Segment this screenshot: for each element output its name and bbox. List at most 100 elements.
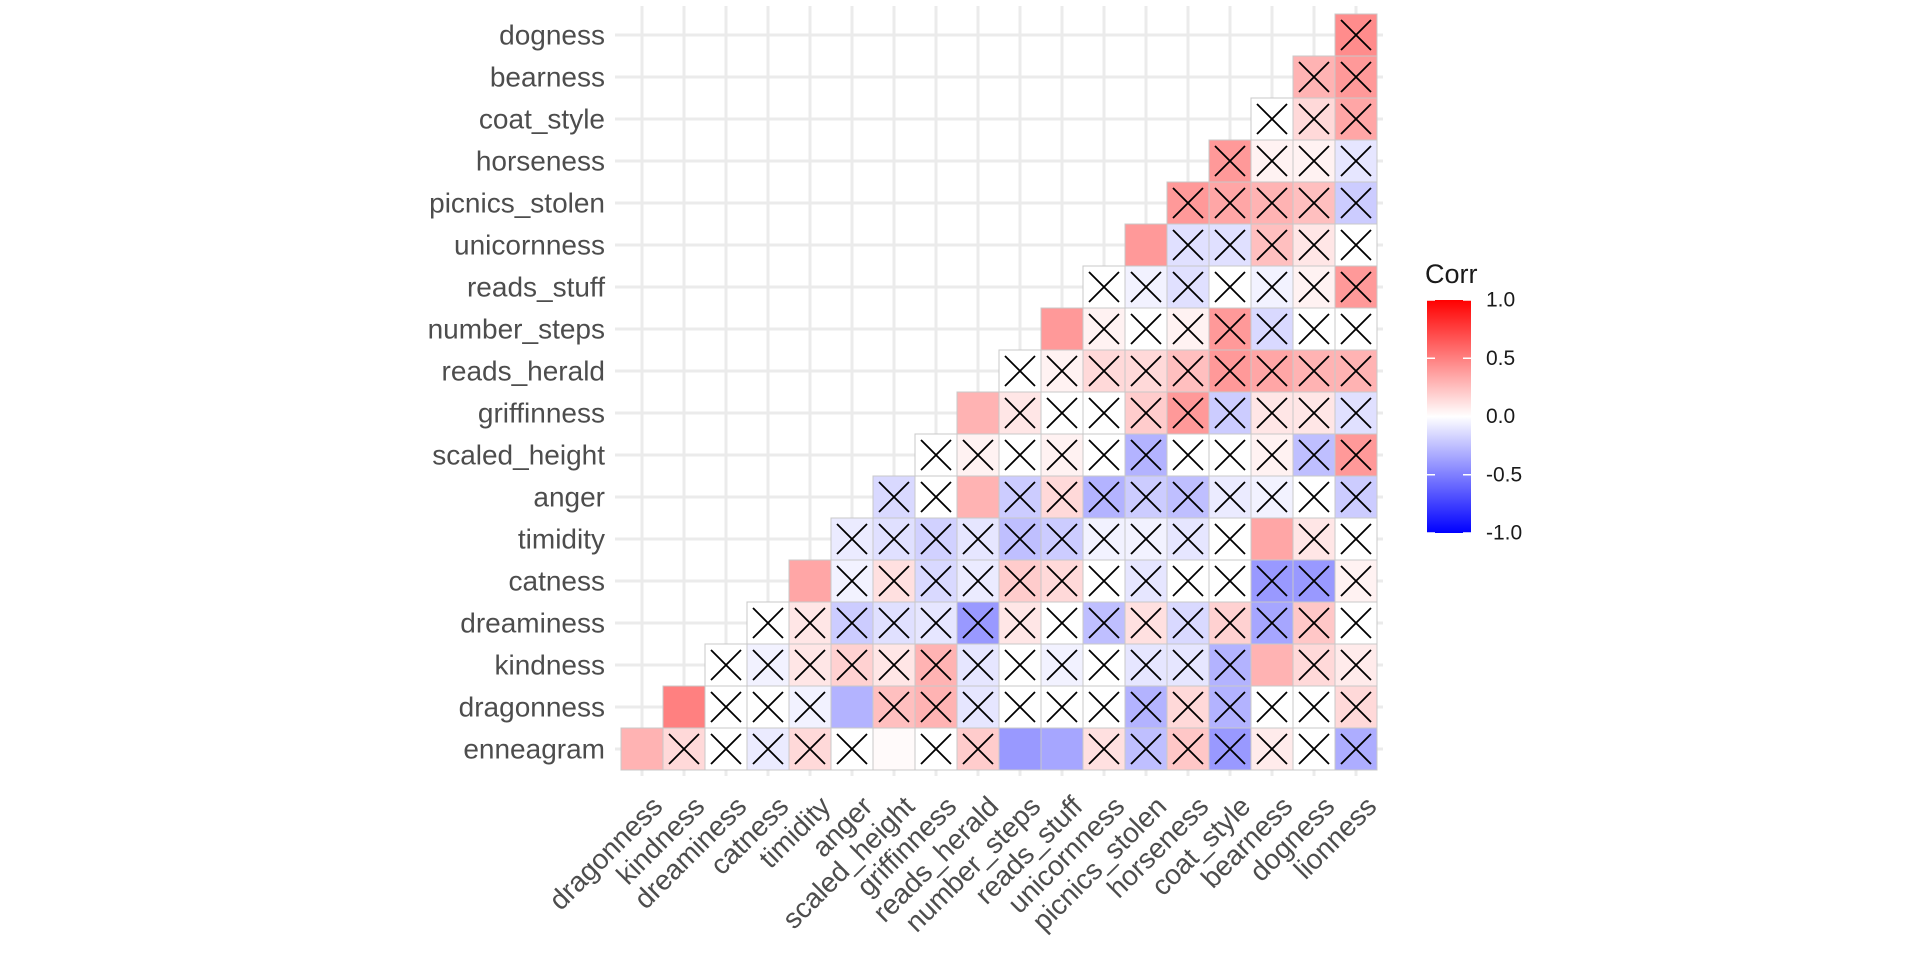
insignificant-cross-mark	[1214, 397, 1246, 429]
heatmap-cell	[1040, 307, 1084, 351]
insignificant-cross-mark	[1214, 565, 1246, 597]
insignificant-cross-mark	[1088, 649, 1120, 681]
insignificant-cross-mark	[1298, 103, 1330, 135]
insignificant-cross-mark	[962, 523, 994, 555]
insignificant-cross-mark	[1256, 607, 1288, 639]
insignificant-cross-mark	[752, 607, 784, 639]
insignificant-cross-mark	[1088, 271, 1120, 303]
insignificant-cross-mark	[752, 691, 784, 723]
insignificant-cross-mark	[794, 691, 826, 723]
insignificant-cross-mark	[1130, 565, 1162, 597]
insignificant-cross-mark	[794, 733, 826, 765]
insignificant-cross-mark	[1088, 523, 1120, 555]
heatmap-cell	[998, 727, 1042, 771]
legend-tick-label: -1.0	[1486, 522, 1522, 545]
y-tick-label: catness	[509, 566, 606, 597]
insignificant-cross-mark	[1298, 691, 1330, 723]
insignificant-cross-mark	[878, 691, 910, 723]
heatmap-cell	[1040, 727, 1084, 771]
insignificant-cross-mark	[1172, 565, 1204, 597]
insignificant-cross-mark	[1340, 481, 1372, 513]
insignificant-cross-mark	[962, 439, 994, 471]
insignificant-cross-mark	[1172, 733, 1204, 765]
insignificant-cross-mark	[1340, 103, 1372, 135]
insignificant-cross-mark	[1256, 103, 1288, 135]
y-tick-label: bearness	[490, 62, 605, 93]
insignificant-cross-mark	[1130, 607, 1162, 639]
insignificant-cross-mark	[1298, 145, 1330, 177]
insignificant-cross-mark	[710, 691, 742, 723]
insignificant-cross-mark	[1298, 61, 1330, 93]
insignificant-cross-mark	[962, 691, 994, 723]
insignificant-cross-mark	[1004, 691, 1036, 723]
y-tick-label: dreaminess	[460, 608, 605, 639]
insignificant-cross-mark	[1298, 481, 1330, 513]
insignificant-cross-mark	[1340, 271, 1372, 303]
insignificant-cross-mark	[962, 607, 994, 639]
insignificant-cross-mark	[1088, 481, 1120, 513]
insignificant-cross-mark	[1214, 313, 1246, 345]
y-tick-label: griffinness	[478, 398, 605, 429]
insignificant-cross-mark	[1046, 565, 1078, 597]
insignificant-cross-mark	[1214, 439, 1246, 471]
insignificant-cross-mark	[1214, 355, 1246, 387]
insignificant-cross-mark	[920, 481, 952, 513]
heatmap-cell	[1250, 517, 1294, 561]
insignificant-cross-mark	[1214, 229, 1246, 261]
y-tick-label: enneagram	[463, 734, 605, 765]
insignificant-cross-mark	[1298, 355, 1330, 387]
insignificant-cross-mark	[1298, 271, 1330, 303]
insignificant-cross-mark	[878, 523, 910, 555]
y-tick-label: picnics_stolen	[429, 188, 605, 219]
insignificant-cross-mark	[1214, 523, 1246, 555]
insignificant-cross-mark	[1340, 523, 1372, 555]
insignificant-cross-mark	[1004, 649, 1036, 681]
insignificant-cross-mark	[1214, 607, 1246, 639]
insignificant-cross-mark	[752, 733, 784, 765]
insignificant-cross-mark	[1088, 355, 1120, 387]
insignificant-cross-mark	[1298, 565, 1330, 597]
insignificant-cross-mark	[710, 733, 742, 765]
insignificant-cross-mark	[1298, 607, 1330, 639]
insignificant-cross-mark	[1130, 397, 1162, 429]
insignificant-cross-mark	[962, 649, 994, 681]
insignificant-cross-mark	[752, 649, 784, 681]
insignificant-cross-mark	[1088, 439, 1120, 471]
insignificant-cross-mark	[1256, 313, 1288, 345]
insignificant-cross-mark	[1130, 355, 1162, 387]
insignificant-cross-mark	[920, 691, 952, 723]
insignificant-cross-mark	[1340, 565, 1372, 597]
legend: Corr 1.0 0.5 0.0 -0.5 -1.0	[1425, 259, 1522, 545]
heatmap-cell	[956, 475, 1000, 519]
insignificant-cross-mark	[1130, 523, 1162, 555]
insignificant-cross-mark	[1214, 733, 1246, 765]
insignificant-cross-mark	[1214, 145, 1246, 177]
insignificant-cross-mark	[1340, 355, 1372, 387]
insignificant-cross-mark	[1088, 313, 1120, 345]
insignificant-cross-mark	[878, 565, 910, 597]
insignificant-cross-mark	[1340, 313, 1372, 345]
insignificant-cross-mark	[1046, 607, 1078, 639]
insignificant-cross-mark	[962, 565, 994, 597]
insignificant-cross-mark	[1046, 397, 1078, 429]
insignificant-cross-mark	[1256, 733, 1288, 765]
insignificant-cross-mark	[836, 649, 868, 681]
heatmap-cell	[662, 685, 706, 729]
insignificant-cross-mark	[1046, 355, 1078, 387]
legend-tick-label: 0.5	[1486, 347, 1515, 370]
insignificant-cross-mark	[1130, 271, 1162, 303]
legend-title: Corr	[1425, 259, 1478, 289]
heatmap-cell	[830, 685, 874, 729]
insignificant-cross-mark	[1130, 733, 1162, 765]
y-tick-label: kindness	[494, 650, 605, 681]
insignificant-cross-mark	[1130, 481, 1162, 513]
y-tick-label: reads_herald	[442, 356, 605, 387]
insignificant-cross-mark	[1340, 19, 1372, 51]
insignificant-cross-mark	[920, 733, 952, 765]
insignificant-cross-mark	[1340, 733, 1372, 765]
insignificant-cross-mark	[1256, 691, 1288, 723]
insignificant-cross-mark	[1046, 649, 1078, 681]
legend-tick-label: 1.0	[1486, 289, 1515, 312]
heatmap-cell	[1250, 643, 1294, 687]
